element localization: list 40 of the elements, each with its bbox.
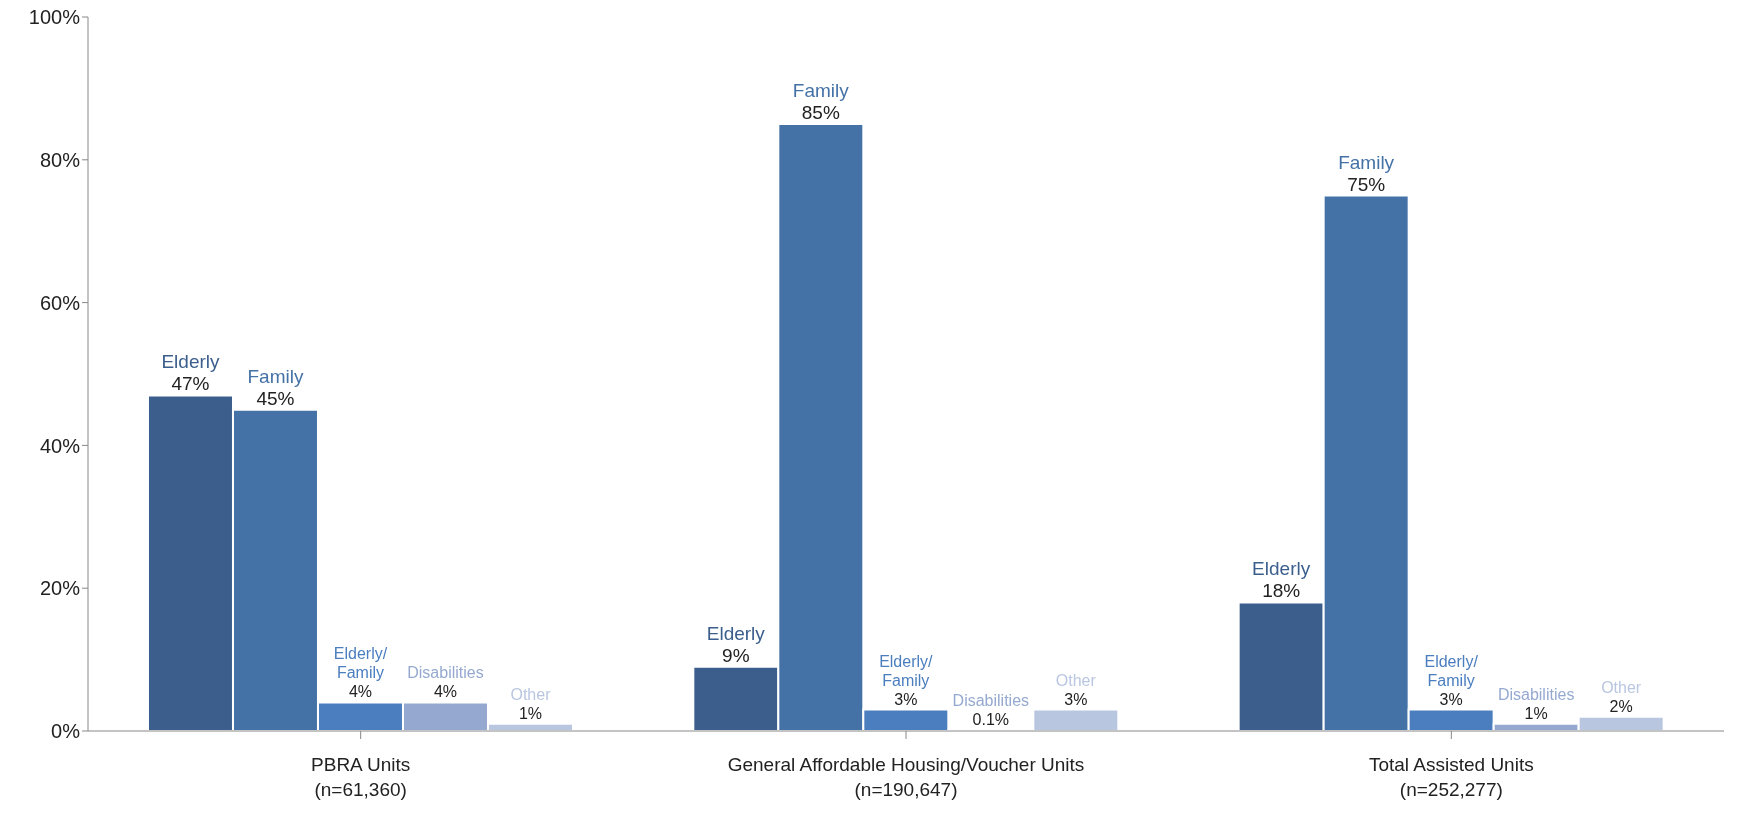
text: Elderly: [706, 622, 765, 644]
data-label: 1%: [518, 704, 543, 722]
text: Elderly/ Family: [1424, 652, 1478, 689]
data-label: 0.1%: [972, 711, 1010, 729]
x-tick-label: Total Assisted Units (n=252,277): [1368, 754, 1534, 800]
series-label: Other: [510, 685, 552, 703]
text: Family: [1338, 151, 1395, 173]
text: Elderly: [1252, 558, 1311, 580]
text: Other: [1601, 678, 1642, 696]
text: Disabilities: [952, 692, 1030, 710]
y-tick-label: 60%: [39, 291, 81, 314]
text: Disabilities: [1497, 685, 1575, 703]
data-label: 3%: [1439, 690, 1463, 708]
series-label: Family: [247, 365, 304, 387]
data-label: 9%: [722, 644, 750, 666]
y-tick-label: 0%: [51, 720, 81, 743]
series-label: Disabilities: [407, 664, 484, 682]
data-label: 45%: [256, 387, 295, 409]
data-label: 85%: [801, 102, 840, 124]
x-tick-label: General Affordable Housing/Voucher Units (n=190,647): [727, 754, 1085, 800]
data-label: 4%: [348, 683, 373, 701]
data-label: 1%: [1524, 704, 1548, 722]
data-label: 3%: [1064, 690, 1088, 708]
text: Family: [792, 80, 849, 102]
y-tick-label: 100%: [28, 6, 81, 29]
x-tick-label: PBRA Units (n=61,360): [311, 754, 411, 800]
y-tick-label: 80%: [39, 148, 81, 171]
text: Other: [1055, 671, 1096, 689]
series-label: Elderly/ Family: [333, 645, 388, 682]
data-label: 3%: [894, 690, 918, 708]
series-label: Elderly: [161, 351, 221, 373]
data-label: 4%: [433, 683, 458, 701]
data-label: 47%: [171, 373, 210, 395]
y-tick-label: 20%: [39, 577, 81, 600]
data-label: 18%: [1262, 580, 1301, 602]
text: Elderly/ Family: [879, 652, 933, 689]
y-tick-label: 40%: [39, 434, 81, 457]
data-label: 75%: [1347, 173, 1386, 195]
data-label: 2%: [1609, 697, 1633, 715]
bar: [1032, 708, 1120, 731]
